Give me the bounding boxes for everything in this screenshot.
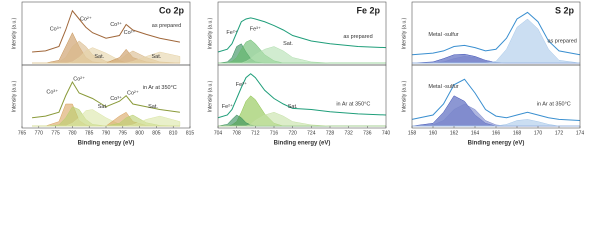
envelope-line <box>32 80 180 119</box>
component-area <box>412 18 581 64</box>
x-tick-label: 815 <box>186 130 195 136</box>
x-tick-label: 800 <box>135 130 144 136</box>
x-axis-label: Binding energy (eV) <box>468 141 525 147</box>
annotation: Fe²⁺ <box>226 29 237 36</box>
x-tick-label: 780 <box>68 130 77 136</box>
x-tick-label: 810 <box>169 130 178 136</box>
y-axis-label: Intensity (a.u.) <box>401 80 407 112</box>
envelope-line <box>411 78 581 121</box>
x-tick-label: 168 <box>513 130 522 136</box>
envelope-line <box>217 73 387 119</box>
annotation: Co³⁺ <box>110 95 122 102</box>
annotation: as prepared <box>343 34 372 40</box>
x-tick-label: 708 <box>232 130 241 136</box>
x-tick-label: 720 <box>288 130 297 136</box>
annotation: Sat. <box>94 54 104 60</box>
x-tick-label: 704 <box>214 130 223 136</box>
annotation: Sat. <box>98 104 108 110</box>
annotation: Co²⁺ <box>73 76 85 83</box>
annotation: in Ar at 350°C <box>143 85 177 91</box>
x-tick-label: 728 <box>326 130 335 136</box>
annotation: Fe³⁺ <box>250 25 261 32</box>
x-axis-label: Binding energy (eV) <box>78 141 135 147</box>
y-axis-label: Intensity (a.u.) <box>11 80 17 112</box>
annotation: Co²⁺ <box>124 29 136 36</box>
annotation: Fe²⁺ <box>222 103 233 110</box>
component-area <box>218 46 386 64</box>
panel-frame <box>217 64 387 129</box>
component-area <box>218 111 386 127</box>
x-tick-label: 770 <box>35 130 44 136</box>
component-area <box>32 51 181 64</box>
x-tick-label: 765 <box>18 130 27 136</box>
component-area <box>412 119 580 127</box>
annotation: Co²⁺ <box>80 15 92 22</box>
x-tick-label: 805 <box>152 130 161 136</box>
x-tick-label: 172 <box>555 130 564 136</box>
figure: Co³⁺Co²⁺Sat.Co³⁺Co²⁺Sat.as preparedInten… <box>11 1 585 147</box>
annotation: in Ar at 350°C <box>537 101 571 107</box>
x-tick-label: 160 <box>429 130 438 136</box>
annotation: Co³⁺ <box>46 88 58 95</box>
y-axis-label: Intensity (a.u.) <box>11 17 17 49</box>
annotation: Co³⁺ <box>50 25 62 32</box>
x-tick-label: 775 <box>51 130 60 136</box>
annotation: in Ar at 350°C <box>336 101 370 107</box>
x-tick-label: 724 <box>307 130 316 136</box>
x-tick-label: 790 <box>102 130 111 136</box>
x-tick-label: 162 <box>450 130 459 136</box>
x-axis-label: Binding energy (eV) <box>274 141 331 147</box>
y-axis-label: Intensity (a.u.) <box>401 17 407 49</box>
envelope-line <box>411 11 581 56</box>
envelope-line <box>217 17 387 53</box>
x-tick-label: 740 <box>382 130 391 136</box>
x-tick-label: 785 <box>85 130 94 136</box>
chart-title: Co 2p <box>159 5 185 15</box>
x-tick-label: 716 <box>270 130 279 136</box>
annotation: as prepared <box>547 38 576 44</box>
x-tick-label: 732 <box>344 130 353 136</box>
x-tick-label: 158 <box>408 130 417 136</box>
annotation: Sat. <box>283 41 293 47</box>
x-tick-label: 170 <box>534 130 543 136</box>
y-axis-label: Intensity (a.u.) <box>207 17 213 49</box>
x-tick-label: 712 <box>251 130 260 136</box>
x-tick-label: 174 <box>576 130 585 136</box>
annotation: Co²⁺ <box>127 89 139 96</box>
envelope-line <box>32 9 181 53</box>
annotation: Sat. <box>152 54 162 60</box>
annotation: Metal -sulfur <box>428 32 458 38</box>
annotation: Co³⁺ <box>110 21 122 28</box>
x-tick-label: 164 <box>471 130 480 136</box>
annotation: Fe³⁺ <box>236 81 247 88</box>
x-tick-label: 166 <box>492 130 501 136</box>
chart-title: S 2p <box>555 5 575 15</box>
y-axis-label: Intensity (a.u.) <box>207 80 213 112</box>
annotation: as prepared <box>152 23 181 29</box>
annotation: Sat. <box>148 104 158 110</box>
chart-title: Fe 2p <box>356 5 380 15</box>
x-tick-label: 736 <box>363 130 372 136</box>
annotation: Metal -sulfur <box>428 84 458 90</box>
annotation: Sat. <box>288 104 298 110</box>
x-tick-label: 795 <box>119 130 128 136</box>
